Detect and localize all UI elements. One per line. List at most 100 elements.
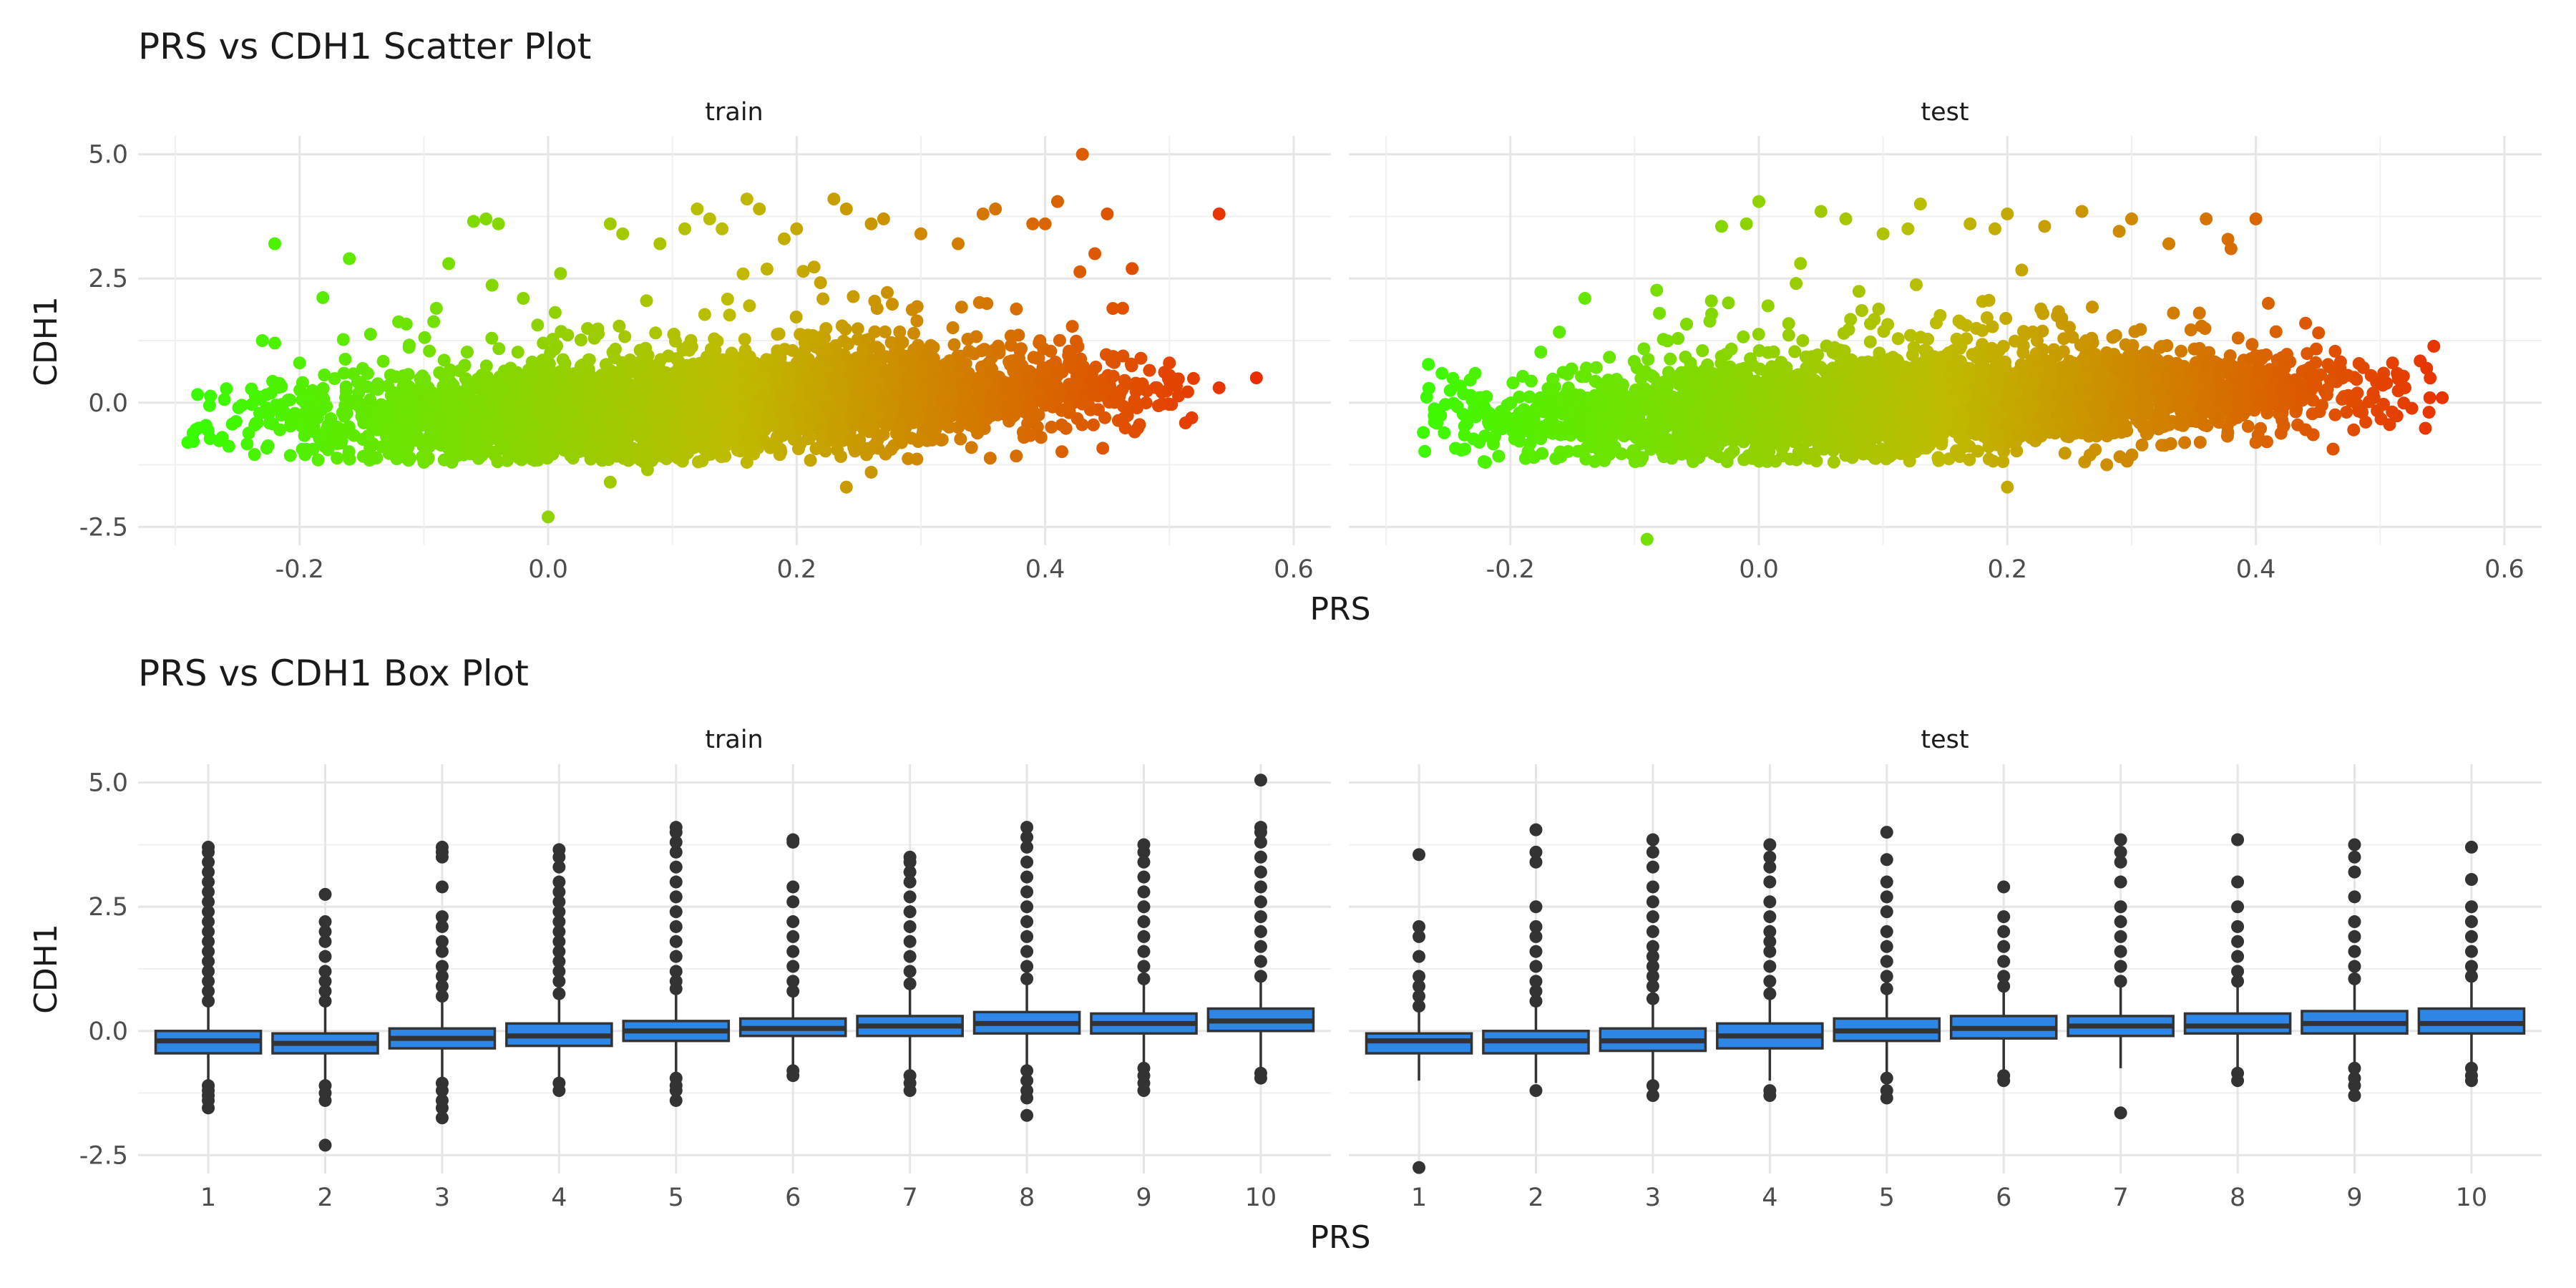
scatter-point [766,439,780,452]
scatter-point [750,370,763,384]
scatter-point [819,343,832,357]
scatter-point [472,452,485,465]
scatter-point [383,428,396,441]
scatter-point [229,415,243,429]
scatter-point [643,436,656,450]
scatter-point [281,394,295,407]
scatter-point [402,392,416,406]
scatter-point [947,338,961,351]
scatter-point [604,409,618,422]
scatter-point [336,333,350,346]
scatter-point [1088,247,1102,260]
scatter-point [1074,352,1088,366]
scatter-point [700,379,713,392]
scatter-point [351,376,364,389]
scatter-point [678,222,692,235]
scatter-point [1062,344,1075,358]
scatter-point [654,390,668,404]
scatter-point [491,455,504,469]
scatter-point [265,417,279,431]
scatter-point [804,454,817,467]
scatter-point [603,217,617,230]
scatter-point [574,333,587,347]
scatter-point [877,428,890,441]
scatter-point [1044,344,1058,358]
scatter-point [1126,262,1139,275]
scatter-point [834,395,848,409]
scatter-point [886,298,899,311]
scatter-point [459,372,472,386]
scatter-point [839,203,853,216]
scatter-point [384,369,397,382]
scatter-point [965,441,978,454]
scatter-point [907,326,920,340]
scatter-point [743,299,756,313]
y-tick-label: 5.0 [88,141,128,170]
scatter-point [1101,207,1114,220]
scatter-point [618,330,632,343]
scatter-point [806,329,819,342]
scatter-point [907,412,920,426]
scatter-point [1087,418,1100,431]
scatter-point [616,227,630,240]
scatter-point [783,383,796,396]
scatter-point [1010,449,1023,463]
scatter-point [935,434,948,447]
scatter-point [962,404,975,417]
scatter-point [296,394,309,406]
scatter-ylabel: CDH1 [28,296,64,386]
scatter-point [703,405,717,419]
scatter-point [1050,364,1063,378]
scatter-point [872,342,886,356]
scatter-point [433,366,447,379]
scatter-point [401,368,415,381]
scatter-point [437,353,451,367]
scatter-point [869,436,883,450]
scatter-point [1004,358,1017,371]
scatter-point [670,415,684,429]
scatter-point [284,415,298,429]
scatter-point [980,297,994,311]
scatter-point [343,452,356,466]
scatter-point [586,399,600,412]
scatter-point [884,336,898,349]
scatter-panel-train: train -0.2 0.0 0.2 0.4 0.6-2.50.02.55.0 [79,98,1331,584]
scatter-point [1116,349,1130,363]
scatter-point [652,368,665,381]
scatter-point [804,388,818,401]
scatter-point [473,404,487,417]
scatter-point [587,331,601,345]
scatter-point [343,252,356,265]
scatter-point [1020,373,1034,386]
scatter-point [191,388,205,401]
scatter-point [558,408,572,421]
scatter-point [1055,404,1068,417]
scatter-point [387,442,400,455]
scatter-point [1038,217,1052,230]
scatter-point [834,415,847,429]
scatter-point [1005,338,1018,352]
scatter-point [772,327,786,341]
scatter-point [351,399,364,412]
scatter-point [418,331,431,344]
scatter-point [492,217,505,230]
scatter-point [716,222,729,235]
scatter-point [235,399,248,412]
scatter-point [975,374,988,388]
scatter-point [657,406,670,419]
scatter-point [1023,429,1037,442]
scatter-point [500,454,514,467]
scatter-point [582,441,596,454]
scatter-point [884,376,897,390]
scatter-point [925,411,939,424]
scatter-point [422,421,436,434]
scatter-point [272,381,286,394]
scatter-point [653,237,667,250]
scatter-point [548,306,562,319]
scatter-point [444,364,457,376]
x-tick-label: 0.6 [2484,555,2524,584]
scatter-point [526,451,540,464]
scatter-point [356,449,370,463]
scatter-point [728,431,741,445]
